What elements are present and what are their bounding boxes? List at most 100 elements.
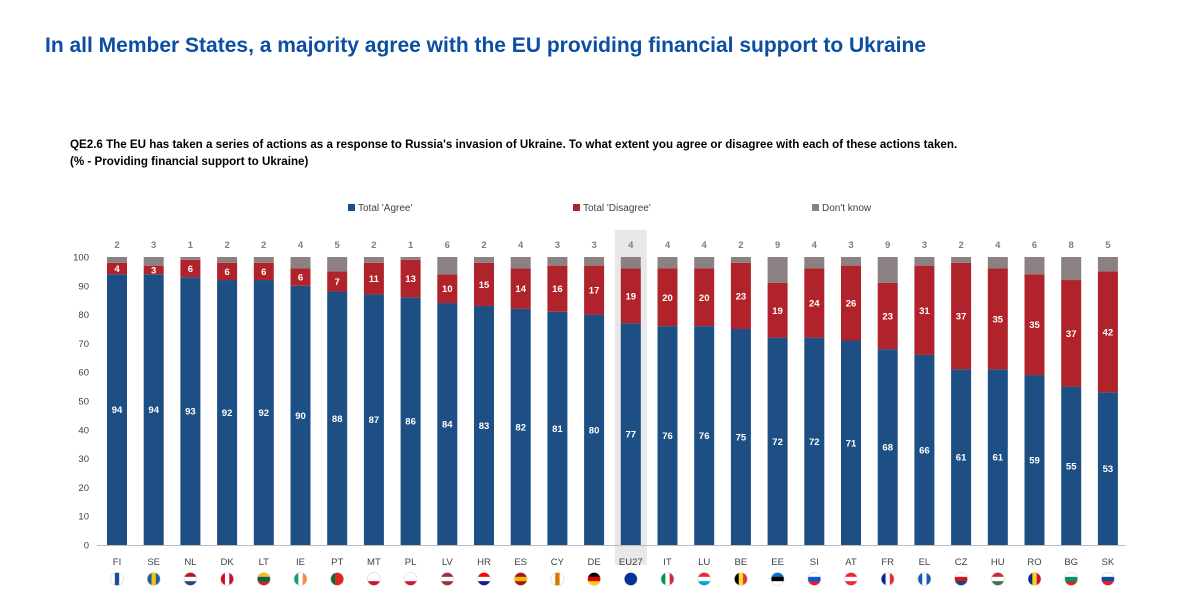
bar-es-series-1 xyxy=(510,268,531,309)
data-label-lu-series-2: 4 xyxy=(702,240,708,251)
bar-si-series-2 xyxy=(804,257,825,269)
data-label-cy-series-1: 16 xyxy=(552,284,563,295)
data-label-fi-series-0: 94 xyxy=(112,405,123,416)
flag-pl-icon xyxy=(403,572,418,586)
y-tick-label-100: 100 xyxy=(73,253,89,264)
bar-pt-series-1 xyxy=(327,271,348,292)
data-label-ee-series-1: 19 xyxy=(772,306,783,317)
bar-hr-series-1 xyxy=(474,262,494,306)
data-label-ie-series-1: 6 xyxy=(298,273,303,284)
flag-fr-icon xyxy=(880,572,895,586)
x-tick-label-be: BE xyxy=(735,557,748,568)
x-tick-label-lu: LU xyxy=(698,557,710,568)
bar-de-series-0 xyxy=(584,314,605,545)
question-line-1: QE2.6 The EU has taken a series of actio… xyxy=(70,138,958,151)
bar-pt-series-0 xyxy=(327,291,348,545)
data-label-mt-series-0: 87 xyxy=(369,415,380,426)
flag-lt-icon xyxy=(256,572,271,586)
bar-sk-series-2 xyxy=(1097,257,1118,272)
data-label-se-series-2: 3 xyxy=(151,240,156,251)
data-label-de-series-1: 17 xyxy=(589,286,600,297)
flag-bg-icon xyxy=(1064,572,1078,586)
bar-nl-series-2 xyxy=(180,257,201,260)
data-label-it-series-0: 76 xyxy=(662,431,673,442)
x-tick-label-pl: PL xyxy=(405,557,417,568)
data-label-lu-series-0: 76 xyxy=(699,431,710,442)
data-label-pl-series-0: 86 xyxy=(405,417,416,428)
bar-lt-series-2 xyxy=(253,257,274,263)
flag-eu27-icon xyxy=(623,572,638,586)
x-tick-label-de: DE xyxy=(587,557,600,568)
bar-nl-series-0 xyxy=(180,277,201,545)
legend-label-2: Don't know xyxy=(822,203,872,214)
bar-lv-series-0 xyxy=(437,303,458,545)
x-tick-label-pt: PT xyxy=(331,557,343,568)
bar-lt-series-1 xyxy=(253,262,274,281)
bar-mt-series-0 xyxy=(363,294,384,545)
data-label-lv-series-0: 84 xyxy=(442,420,453,431)
data-label-se-series-1: 3 xyxy=(151,265,156,276)
bar-fr-series-0 xyxy=(877,349,898,545)
data-label-es-series-2: 4 xyxy=(518,240,524,251)
data-label-ee-series-0: 72 xyxy=(772,437,783,448)
bar-dk-series-0 xyxy=(217,280,238,545)
data-label-pl-series-2: 1 xyxy=(408,240,414,251)
bar-ro-series-1 xyxy=(1024,274,1045,376)
flag-ee-icon xyxy=(770,572,785,586)
y-tick-label-80: 80 xyxy=(78,310,89,321)
x-tick-label-eu27: EU27 xyxy=(619,557,643,568)
bar-cy-series-2 xyxy=(547,257,568,266)
bar-nl-series-1 xyxy=(180,259,201,278)
bar-hr-series-2 xyxy=(474,257,494,263)
bar-ie-series-1 xyxy=(290,268,311,286)
y-tick-label-90: 90 xyxy=(78,281,89,292)
data-label-lt-series-2: 2 xyxy=(261,240,266,251)
bar-fi-series-0 xyxy=(107,274,127,545)
data-label-nl-series-2: 1 xyxy=(188,240,194,251)
data-label-sk-series-0: 53 xyxy=(1103,464,1114,475)
y-tick-label-50: 50 xyxy=(78,397,89,408)
data-label-hr-series-1: 15 xyxy=(479,280,490,291)
bar-cz-series-1 xyxy=(951,262,972,370)
flag-cz-icon xyxy=(954,572,968,586)
data-label-pt-series-0: 88 xyxy=(332,414,343,425)
bar-pl-series-0 xyxy=(400,297,421,545)
y-tick-label-0: 0 xyxy=(84,541,89,552)
x-tick-label-fi: FI xyxy=(113,557,121,568)
flag-pt-icon xyxy=(330,572,345,586)
data-label-cy-series-2: 3 xyxy=(555,240,560,251)
bar-el-series-0 xyxy=(914,354,935,545)
bar-dk-series-1 xyxy=(217,262,238,281)
data-label-fr-series-2: 9 xyxy=(885,240,890,251)
x-tick-label-fr: FR xyxy=(881,557,894,568)
flag-lv-icon xyxy=(440,572,455,586)
y-tick-label-40: 40 xyxy=(78,425,89,436)
bar-es-series-0 xyxy=(510,308,531,545)
bar-fi-series-2 xyxy=(107,257,127,263)
bar-se-series-0 xyxy=(143,274,164,545)
x-tick-label-mt: MT xyxy=(367,557,381,568)
data-label-fr-series-0: 68 xyxy=(882,443,893,454)
bar-de-series-1 xyxy=(584,265,605,315)
data-label-dk-series-2: 2 xyxy=(224,240,229,251)
bar-eu27-series-2 xyxy=(620,257,641,269)
flag-mt-icon xyxy=(367,572,381,586)
data-label-el-series-2: 3 xyxy=(922,240,927,251)
legend-swatch-1 xyxy=(573,204,580,211)
data-label-mt-series-1: 11 xyxy=(369,274,380,285)
bar-de-series-2 xyxy=(584,257,605,266)
x-tick-label-bg: BG xyxy=(1064,557,1078,568)
y-tick-label-20: 20 xyxy=(78,483,89,494)
flag-ie-icon xyxy=(293,572,308,586)
data-label-si-series-1: 24 xyxy=(809,299,820,310)
data-label-hr-series-0: 83 xyxy=(479,421,490,432)
flag-sk-icon xyxy=(1101,572,1115,586)
bar-cz-series-0 xyxy=(951,369,972,545)
data-label-bg-series-1: 37 xyxy=(1066,329,1077,340)
data-label-el-series-1: 31 xyxy=(919,306,930,317)
bar-ee-series-2 xyxy=(767,257,788,283)
bar-fi-series-1 xyxy=(107,262,127,275)
page-title: In all Member States, a majority agree w… xyxy=(45,34,927,57)
bar-cz-series-2 xyxy=(951,257,972,263)
question-text: QE2.6 The EU has taken a series of actio… xyxy=(70,136,957,170)
